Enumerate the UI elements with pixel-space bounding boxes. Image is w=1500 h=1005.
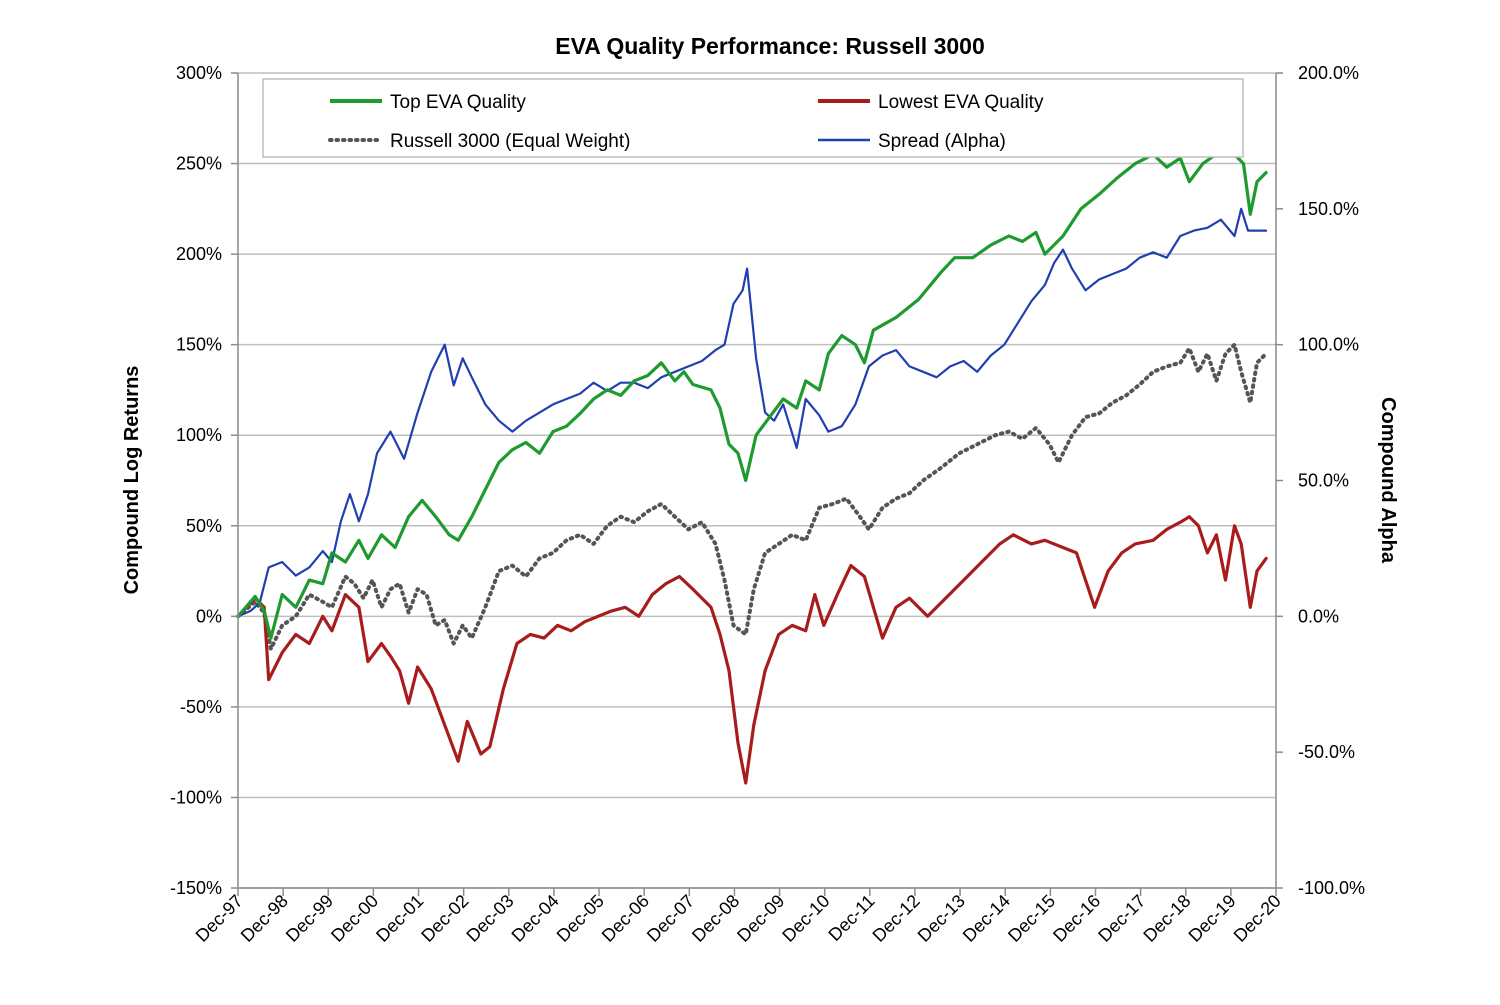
y-tick-label: 0% [196, 606, 222, 626]
y-tick-label: 100% [176, 425, 222, 445]
y2-tick-label: 100.0% [1298, 335, 1359, 355]
series-line-top-eva-quality [236, 149, 1268, 640]
y2-tick-label: 50.0% [1298, 471, 1349, 491]
legend-label: Top EVA Quality [390, 92, 526, 113]
series-line-spread-alpha [236, 207, 1268, 618]
legend: Top EVA Quality Lowest EVA Quality Russell… [262, 78, 1244, 158]
y-tick-label: -50% [180, 697, 222, 717]
y-tick-label: 300% [176, 63, 222, 83]
series-lines [236, 149, 1269, 785]
y-axis-title: Compound Log Returns [121, 366, 143, 595]
legend-label: Russell 3000 (Equal Weight) [390, 131, 630, 152]
y-tick-label: 150% [176, 335, 222, 355]
y-tick-label: -150% [170, 878, 222, 898]
y-tick-label: -100% [170, 787, 222, 807]
y-tick-label: 250% [176, 154, 222, 174]
y2-tick-label: 200.0% [1298, 63, 1359, 83]
series-line-lowest-eva-quality [236, 515, 1268, 785]
chart-title: EVA Quality Performance: Russell 3000 [555, 33, 985, 59]
y-tick-label: 200% [176, 244, 222, 264]
y2-tick-label: -50.0% [1298, 742, 1355, 762]
y2-tick-label: 0.0% [1298, 606, 1339, 626]
y2-tick-label: 150.0% [1298, 199, 1359, 219]
y-tick-label: 50% [186, 516, 222, 536]
legend-label: Lowest EVA Quality [878, 92, 1044, 113]
y2-axis-title: Compound Alpha [1377, 397, 1399, 564]
legend-label: Spread (Alpha) [878, 131, 1006, 152]
legend-box [262, 78, 1244, 158]
y2-tick-label: -100.0% [1298, 878, 1365, 898]
series-line-russell-3000-equal-weight [236, 342, 1269, 651]
